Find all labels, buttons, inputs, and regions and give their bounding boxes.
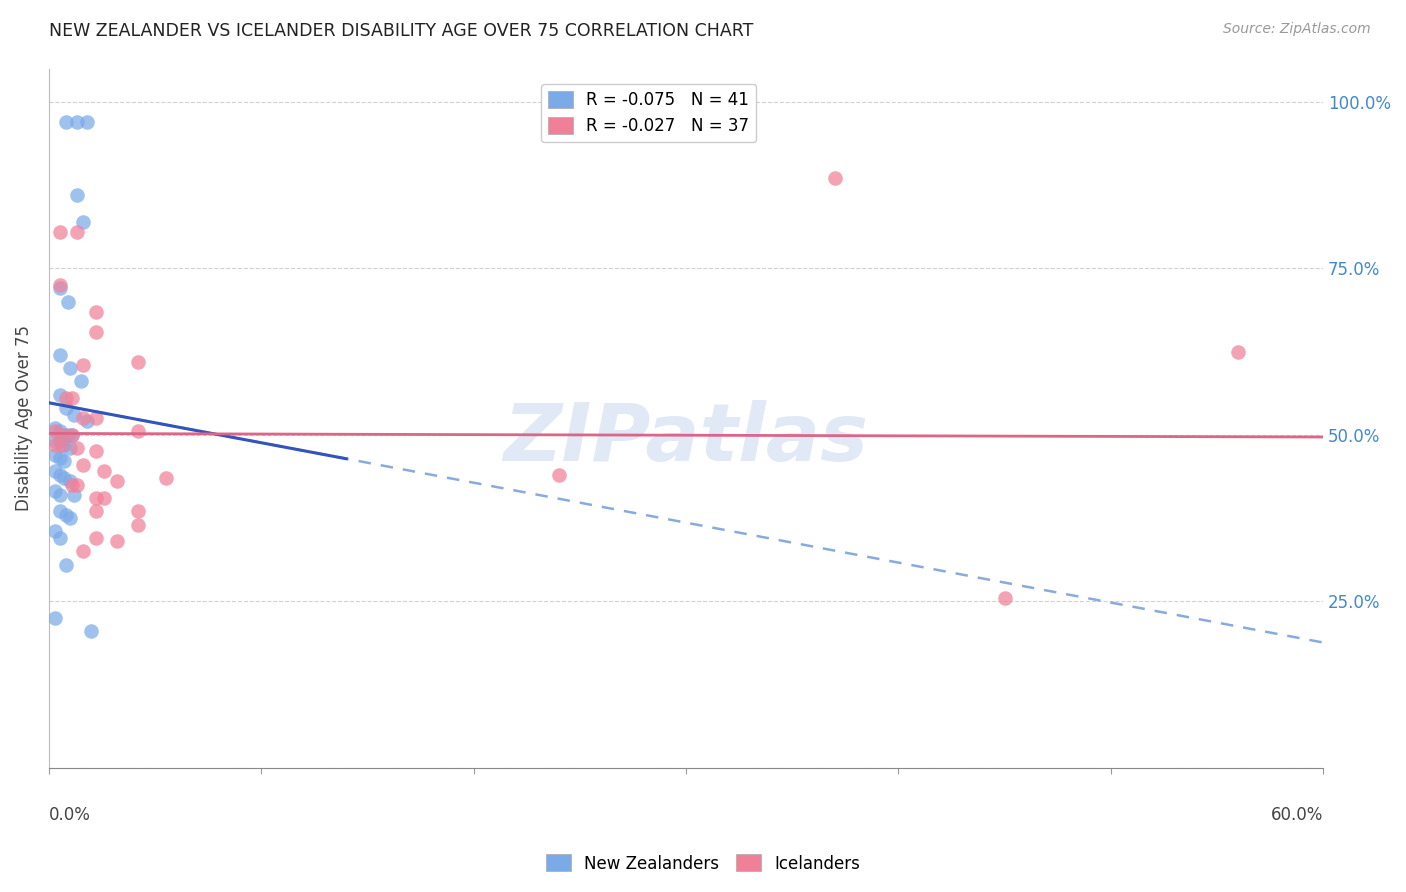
Point <box>48 451 70 466</box>
Text: NEW ZEALANDER VS ICELANDER DISABILITY AGE OVER 75 CORRELATION CHART: NEW ZEALANDER VS ICELANDER DISABILITY AG… <box>49 22 754 40</box>
Point <box>51 438 73 452</box>
Point <box>55 391 77 405</box>
Point <box>65 477 87 491</box>
Point <box>76 115 98 129</box>
Point <box>84 444 107 458</box>
Point <box>72 544 94 558</box>
Text: 0.0%: 0.0% <box>49 806 91 824</box>
Point <box>59 441 82 455</box>
Point <box>44 438 66 452</box>
Point <box>84 504 107 518</box>
Point <box>72 458 94 472</box>
Point <box>84 531 107 545</box>
Point <box>63 488 86 502</box>
Point <box>72 215 94 229</box>
Point <box>84 325 107 339</box>
Point <box>93 464 115 478</box>
Point <box>55 115 77 129</box>
Point <box>72 411 94 425</box>
Point <box>127 504 149 518</box>
Point <box>56 294 79 309</box>
Point <box>65 115 87 129</box>
Point <box>60 477 83 491</box>
Point <box>824 171 846 186</box>
Point <box>44 484 66 499</box>
Point <box>55 401 77 416</box>
Point <box>48 504 70 518</box>
Point <box>44 421 66 435</box>
Point <box>69 375 91 389</box>
Y-axis label: Disability Age Over 75: Disability Age Over 75 <box>15 325 32 511</box>
Point <box>48 277 70 292</box>
Point <box>994 591 1017 605</box>
Point <box>59 475 82 489</box>
Point <box>48 225 70 239</box>
Point <box>52 454 75 468</box>
Legend: R = -0.075   N = 41, R = -0.027   N = 37: R = -0.075 N = 41, R = -0.027 N = 37 <box>541 84 756 142</box>
Point <box>60 427 83 442</box>
Point <box>48 434 70 449</box>
Text: Source: ZipAtlas.com: Source: ZipAtlas.com <box>1223 22 1371 37</box>
Point <box>48 388 70 402</box>
Point <box>105 475 128 489</box>
Point <box>63 408 86 422</box>
Text: ZIPatlas: ZIPatlas <box>503 401 869 478</box>
Point <box>547 467 569 482</box>
Point <box>44 425 66 439</box>
Point <box>65 188 87 202</box>
Point <box>44 524 66 539</box>
Point <box>52 471 75 485</box>
Point <box>44 464 66 478</box>
Point <box>155 471 177 485</box>
Point <box>127 354 149 368</box>
Point <box>60 391 83 405</box>
Point <box>48 531 70 545</box>
Point <box>84 411 107 425</box>
Point <box>48 348 70 362</box>
Point <box>60 427 83 442</box>
Point <box>48 281 70 295</box>
Point <box>52 438 75 452</box>
Point <box>44 434 66 449</box>
Point <box>51 427 73 442</box>
Point <box>55 558 77 572</box>
Text: 60.0%: 60.0% <box>1271 806 1323 824</box>
Point <box>52 427 75 442</box>
Point <box>84 491 107 505</box>
Point <box>127 425 149 439</box>
Point <box>65 225 87 239</box>
Point <box>56 427 79 442</box>
Point <box>105 534 128 549</box>
Point <box>55 508 77 522</box>
Point <box>80 624 103 639</box>
Point <box>48 467 70 482</box>
Point <box>59 511 82 525</box>
Legend: New Zealanders, Icelanders: New Zealanders, Icelanders <box>540 847 866 880</box>
Point <box>48 488 70 502</box>
Point <box>72 358 94 372</box>
Point <box>44 448 66 462</box>
Point <box>65 441 87 455</box>
Point <box>84 304 107 318</box>
Point <box>127 517 149 532</box>
Point <box>76 414 98 428</box>
Point <box>44 611 66 625</box>
Point <box>1227 344 1250 359</box>
Point <box>93 491 115 505</box>
Point <box>48 425 70 439</box>
Point <box>59 361 82 376</box>
